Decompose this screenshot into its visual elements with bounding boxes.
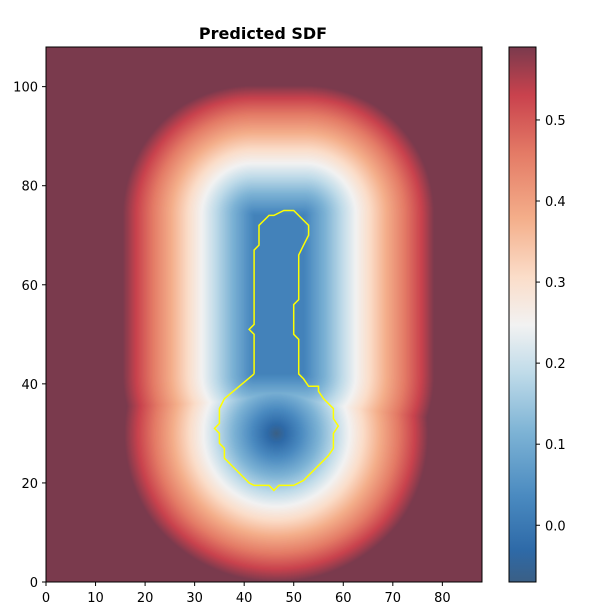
x-tick-label: 60 — [335, 591, 352, 606]
sdf-heatmap — [46, 47, 482, 582]
y-tick-label: 100 — [13, 81, 38, 96]
x-tick-label: 70 — [385, 591, 402, 606]
y-tick-label: 80 — [21, 180, 38, 195]
x-tick-label: 10 — [87, 591, 104, 606]
colorbar-tick-label: 0.5 — [545, 114, 566, 129]
y-tick-label: 40 — [21, 378, 38, 393]
x-tick-label: 30 — [186, 591, 203, 606]
x-tick-label: 20 — [137, 591, 154, 606]
colorbar-axis: 0.0 0.1 0.2 0.3 0.4 0.5 — [536, 114, 566, 534]
colorbar — [508, 46, 537, 583]
x-tick-label: 80 — [434, 591, 451, 606]
y-axis: 0 20 40 60 80 100 — [13, 81, 46, 591]
x-tick-label: 50 — [285, 591, 302, 606]
x-tick-label: 40 — [236, 591, 253, 606]
x-axis: 0 10 20 30 40 50 60 70 80 — [42, 582, 451, 606]
chart-title: Predicted SDF — [199, 24, 327, 43]
y-tick-label: 20 — [21, 477, 38, 492]
colorbar-tick-label: 0.3 — [545, 276, 566, 291]
colorbar-tick-label: 0.2 — [545, 357, 566, 372]
plot-frame — [45, 46, 483, 583]
x-tick-label: 0 — [42, 591, 50, 606]
colorbar-tick-label: 0.4 — [545, 195, 566, 210]
y-tick-label: 60 — [21, 279, 38, 294]
colorbar-tick-label: 0.1 — [545, 438, 566, 453]
zero-level-contour — [213, 209, 340, 492]
colorbar-tick-label: 0.0 — [545, 519, 566, 534]
y-tick-label: 0 — [30, 576, 38, 591]
